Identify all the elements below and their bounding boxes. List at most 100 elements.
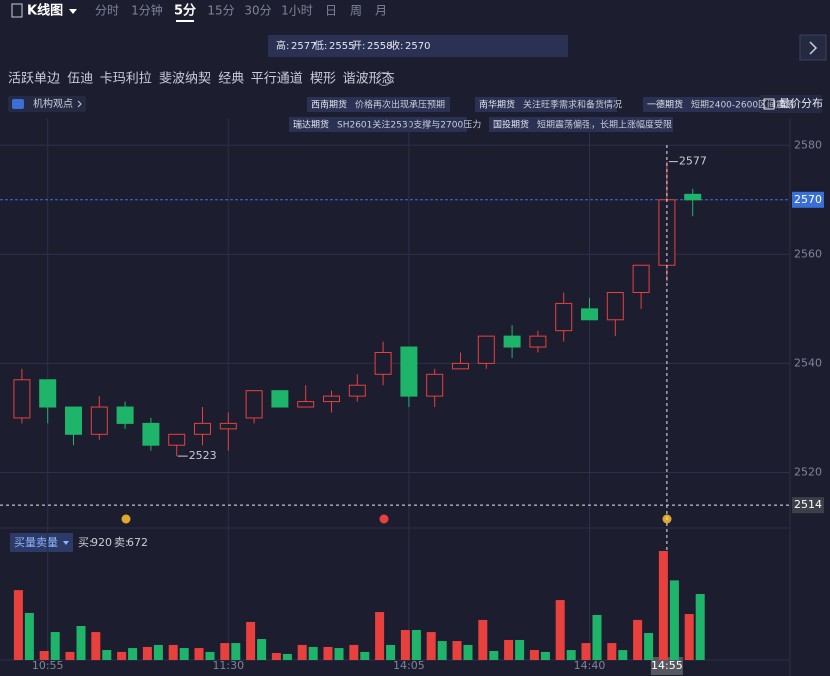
chevron xyxy=(77,100,82,108)
period-tab[interactable]: 1分钟 xyxy=(131,3,163,18)
volume-bar xyxy=(153,644,163,660)
volume-bar xyxy=(581,643,591,660)
tool-button[interactable]: 伍迪 xyxy=(67,72,93,87)
note-tag[interactable] xyxy=(289,117,467,132)
tool-button[interactable]: 谐波形态 xyxy=(343,72,395,87)
note-source[interactable]: 一德期货 xyxy=(647,99,683,111)
volume-bar xyxy=(540,651,550,660)
crosshair-value-box xyxy=(792,497,824,514)
volume-selector[interactable] xyxy=(10,533,73,552)
info-value: 2577 xyxy=(291,41,316,52)
note-tag[interactable] xyxy=(643,97,760,112)
volume-bar xyxy=(400,630,410,660)
candle-body xyxy=(632,264,650,294)
candle-body xyxy=(348,384,366,397)
active-tab-underline xyxy=(176,20,194,22)
high-mark-label: 2577 xyxy=(679,155,707,168)
candle-body xyxy=(142,422,160,446)
volume-bar xyxy=(504,639,514,660)
candle-body xyxy=(116,406,134,424)
note-tag[interactable] xyxy=(489,117,673,132)
candle-body xyxy=(194,422,211,435)
info-label: 收: xyxy=(390,39,403,52)
tool-button[interactable]: 楔形 xyxy=(310,72,336,87)
period-tab[interactable]: 周 xyxy=(350,4,362,18)
period-tab[interactable]: 月 xyxy=(375,4,387,18)
low-mark-label: 2523 xyxy=(189,449,217,462)
note-source[interactable]: 南华期货 xyxy=(479,99,515,111)
candle-body xyxy=(297,401,315,408)
volume-bar xyxy=(426,632,436,660)
note-source[interactable]: 国投期货 xyxy=(493,119,529,131)
info-label: 开: xyxy=(352,41,365,52)
volume-bar xyxy=(529,650,539,660)
tool-button[interactable]: 活跃单边 xyxy=(8,72,60,87)
crosshair-time-box xyxy=(650,657,683,675)
chevron xyxy=(809,41,818,55)
chart-title[interactable]: K线图 xyxy=(27,3,63,19)
volume-bar xyxy=(117,651,127,660)
profile-icon xyxy=(763,98,775,110)
period-tab[interactable]: 15分 xyxy=(207,4,234,18)
tool-button[interactable]: 卡玛利拉 xyxy=(100,72,152,87)
volume-selector-label[interactable]: 买量卖量 xyxy=(14,536,58,549)
note-source[interactable]: 瑞达期货 xyxy=(293,119,329,131)
volume-bar xyxy=(205,651,215,660)
volume-bar xyxy=(695,594,705,660)
candle-body xyxy=(168,433,186,446)
period-tab[interactable]: 5分 xyxy=(174,3,196,19)
volume-bar xyxy=(334,648,344,660)
note-tag[interactable] xyxy=(307,97,450,112)
candle-body xyxy=(555,302,573,332)
volume-bar xyxy=(76,625,86,660)
x-tick-label: 14:40 xyxy=(574,659,606,672)
note-text[interactable]: 短期2400-2600区间震荡 xyxy=(691,99,794,111)
volume-bar xyxy=(168,644,178,660)
views-label[interactable]: 机构观点 xyxy=(33,97,73,110)
volume-bar xyxy=(669,580,679,660)
volume-bar xyxy=(489,650,499,660)
volume-bar xyxy=(515,639,525,660)
period-tab[interactable]: 日 xyxy=(325,4,337,18)
volume-bar xyxy=(555,600,565,660)
event-marker[interactable] xyxy=(121,514,131,524)
dropdown-arrow[interactable] xyxy=(63,541,69,545)
volume-profile-button[interactable] xyxy=(760,95,822,113)
volume-bar xyxy=(411,630,421,660)
period-tab[interactable]: 分时 xyxy=(95,4,119,18)
volume-bar xyxy=(607,643,617,660)
info-label: 低: xyxy=(314,39,327,52)
volume-bar xyxy=(39,650,49,660)
note-text[interactable]: 关注旺季需求和备货情况 xyxy=(523,99,622,111)
volume-profile-label[interactable]: 量价分布 xyxy=(779,97,823,110)
views-badge[interactable] xyxy=(8,96,86,112)
note-source[interactable]: 西南期货 xyxy=(311,99,347,111)
crosshair-value-label: 2514 xyxy=(794,498,822,511)
period-tab[interactable]: 30分 xyxy=(244,4,271,18)
volume-bar xyxy=(128,648,138,660)
tool-button[interactable]: 斐波纳契 xyxy=(159,72,211,87)
volume-bar xyxy=(349,644,359,660)
views-icon xyxy=(12,99,24,109)
tool-button[interactable]: 平行通道 xyxy=(251,72,303,87)
next-button[interactable] xyxy=(799,34,827,61)
volume-bar xyxy=(220,643,230,660)
help-icon[interactable] xyxy=(377,72,391,86)
tool-button[interactable]: 经典 xyxy=(218,72,244,87)
dropdown-arrow[interactable] xyxy=(69,9,77,14)
note-text[interactable]: 短期震荡偏强，长期上涨幅度受限 xyxy=(537,119,672,131)
event-marker[interactable] xyxy=(379,514,389,524)
candle-body xyxy=(90,406,108,435)
volume-bar xyxy=(644,632,654,660)
note-text[interactable]: 价格再次出现承压预期 xyxy=(355,99,445,111)
volume-bar xyxy=(231,643,241,660)
x-tick-label: 14:05 xyxy=(393,659,425,672)
note-tag[interactable] xyxy=(475,97,617,112)
candle-body xyxy=(529,335,547,348)
candle-body xyxy=(684,193,702,201)
candle-body xyxy=(581,308,598,321)
period-tab[interactable]: 1小时 xyxy=(281,4,313,18)
volume-legend-name: 卖: xyxy=(114,536,129,549)
